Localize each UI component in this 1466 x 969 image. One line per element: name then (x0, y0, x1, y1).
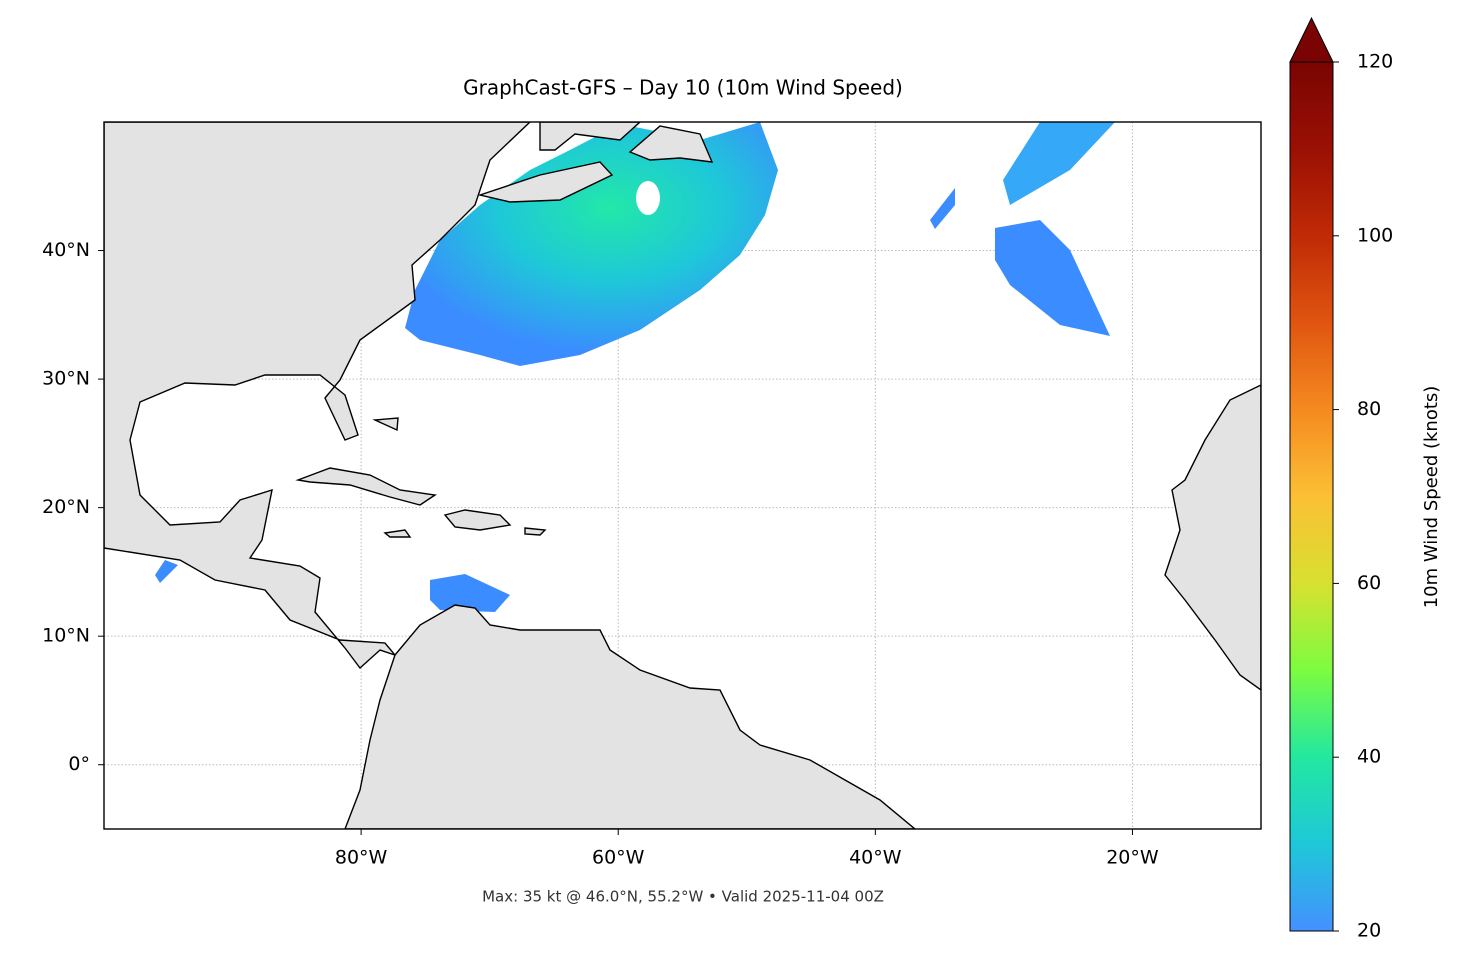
colorbar-tick-label: 120 (1357, 51, 1393, 73)
colorbar-label: 10m Wind Speed (knots) (1421, 386, 1442, 609)
colorbar-extend (1289, 16, 1334, 63)
footer-note: Max: 35 kt @ 46.0°N, 55.2°W • Valid 2025… (482, 888, 884, 906)
cuba (295, 467, 437, 506)
map (104, 122, 1261, 829)
labrador (539, 122, 642, 151)
colorbar-tick-label: 20 (1357, 920, 1381, 942)
colorbar-tick-label: 60 (1357, 572, 1381, 594)
x-tick-label: 80°W (335, 847, 388, 869)
wind-gap (636, 181, 660, 215)
x-tick-label: 20°W (1106, 847, 1159, 869)
bahamas (372, 417, 399, 432)
colorbar-tick-label: 80 (1357, 398, 1381, 420)
y-tick-label: 10°N (42, 625, 90, 647)
y-tick-label: 20°N (42, 496, 90, 518)
africa (1164, 384, 1261, 691)
colorbar (1289, 61, 1334, 932)
wind-area (1003, 122, 1115, 205)
map-frame (103, 121, 1262, 830)
wind-area (405, 122, 778, 366)
y-tick-label: 30°N (42, 368, 90, 390)
hispaniola (443, 509, 512, 531)
jamaica (383, 529, 412, 538)
y-tick-label: 40°N (42, 239, 90, 261)
y-tick-label: 0° (68, 753, 90, 775)
newfoundland (628, 125, 714, 163)
wind-area (155, 560, 178, 583)
wind-area (930, 188, 955, 229)
nova-scotia (477, 161, 614, 203)
x-tick-label: 60°W (592, 847, 645, 869)
wind-area (430, 574, 510, 612)
north-america (104, 122, 532, 670)
puerto-rico (524, 527, 547, 536)
title: GraphCast-GFS – Day 10 (10m Wind Speed) (463, 76, 903, 100)
colorbar-tick-label: 40 (1357, 746, 1381, 768)
colorbar-tick-label: 100 (1357, 224, 1393, 246)
x-tick-label: 40°W (849, 847, 902, 869)
south-america (344, 604, 917, 829)
wind-area (995, 220, 1110, 336)
